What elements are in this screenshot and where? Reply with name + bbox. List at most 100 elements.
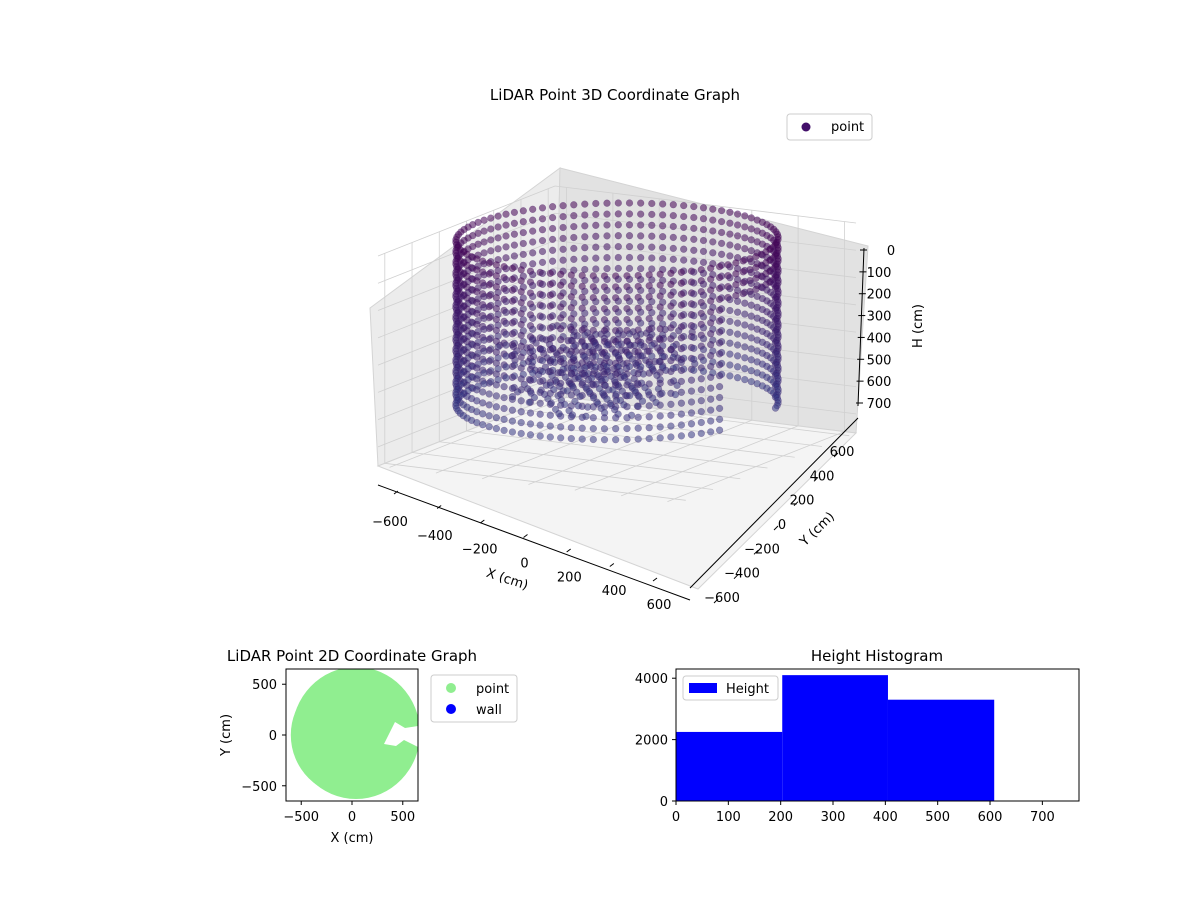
data-point	[612, 414, 620, 422]
data-point	[502, 330, 510, 338]
data-point	[508, 406, 517, 414]
data-point	[634, 435, 642, 443]
data-point	[538, 280, 547, 288]
data-point	[637, 319, 645, 327]
x-ticks-3d: −600 −400 −200 0 200 400 600	[372, 490, 672, 613]
data-point	[546, 346, 554, 354]
data-point	[529, 292, 537, 301]
data-point	[614, 319, 622, 327]
data-point	[715, 361, 724, 369]
data-point	[502, 232, 510, 240]
data-point	[707, 319, 715, 327]
data-point	[667, 378, 675, 387]
data-point	[715, 372, 724, 380]
data-point	[715, 426, 724, 434]
data-point	[667, 269, 675, 277]
data-point	[559, 223, 567, 232]
data-point	[726, 263, 734, 271]
data-point	[480, 325, 488, 333]
data-point	[502, 286, 510, 295]
data-point	[570, 212, 578, 220]
data-point	[739, 289, 747, 298]
data-point	[567, 434, 575, 443]
data-point	[741, 234, 749, 242]
data-point	[508, 330, 517, 338]
data-point	[480, 336, 488, 344]
data-point	[614, 210, 622, 218]
data-point	[733, 308, 742, 316]
grid-line	[493, 419, 795, 458]
data-point	[659, 254, 667, 263]
data-point	[536, 410, 544, 418]
data-point	[690, 333, 698, 342]
data-point	[667, 411, 675, 419]
data-point	[715, 328, 724, 336]
data-point	[557, 314, 565, 322]
data-point	[667, 422, 675, 430]
data-point	[557, 423, 565, 431]
data-point	[637, 275, 645, 284]
x-tick-label-2d: 0	[348, 810, 356, 825]
data-point	[502, 341, 510, 349]
data-point	[715, 393, 724, 402]
z-tick-label: 200	[867, 288, 892, 303]
data-point	[538, 269, 547, 278]
data-point	[677, 290, 686, 298]
data-point	[680, 234, 688, 242]
data-point	[510, 241, 519, 249]
data-point	[690, 213, 698, 222]
histogram-frame	[675, 668, 1080, 802]
data-point	[500, 383, 508, 391]
data-point	[492, 381, 501, 389]
data-point	[625, 253, 634, 262]
data-point	[567, 424, 575, 432]
data-point	[771, 404, 780, 412]
data-point	[648, 265, 656, 273]
data-point	[659, 200, 667, 208]
hist-x-tick-label: 100	[716, 810, 741, 825]
data-point	[625, 330, 634, 338]
data-point	[536, 399, 544, 407]
data-point	[669, 255, 677, 263]
data-point	[570, 244, 578, 253]
data-point	[707, 286, 715, 294]
data-point	[479, 399, 487, 407]
y-tick-mark	[733, 574, 739, 580]
data-point	[648, 221, 656, 229]
data-point	[600, 436, 609, 444]
data-point	[648, 243, 656, 251]
data-point	[687, 409, 696, 417]
data-point	[709, 238, 717, 246]
data-point	[637, 210, 645, 218]
data-point	[637, 297, 645, 305]
data-point	[502, 363, 510, 371]
hist-x-tick-label: 200	[768, 810, 793, 825]
data-point	[480, 314, 488, 323]
data-point	[726, 274, 734, 282]
data-point	[614, 242, 622, 251]
hist-x-tick-label: 300	[821, 810, 846, 825]
y-tick-mark	[713, 598, 719, 604]
data-point	[517, 309, 525, 318]
data-point	[726, 241, 734, 249]
x-tick-label: 600	[647, 598, 672, 613]
data-point	[733, 363, 742, 371]
data-point	[529, 281, 537, 290]
data-point	[581, 276, 589, 285]
data-point	[680, 223, 688, 232]
data-point	[546, 411, 554, 419]
data-point	[656, 423, 664, 431]
data-point	[581, 265, 589, 274]
data-point	[538, 302, 547, 310]
data-point	[667, 400, 675, 408]
data-point	[614, 253, 622, 262]
y-tick-label-2d: −500	[241, 780, 277, 795]
legend-hist-swatch	[689, 683, 717, 693]
data-point	[715, 350, 724, 358]
data-point	[517, 320, 525, 329]
data-point	[530, 393, 539, 402]
data-point	[536, 421, 544, 429]
data-point	[648, 232, 656, 240]
data-point	[508, 417, 517, 425]
data-point	[726, 317, 734, 326]
